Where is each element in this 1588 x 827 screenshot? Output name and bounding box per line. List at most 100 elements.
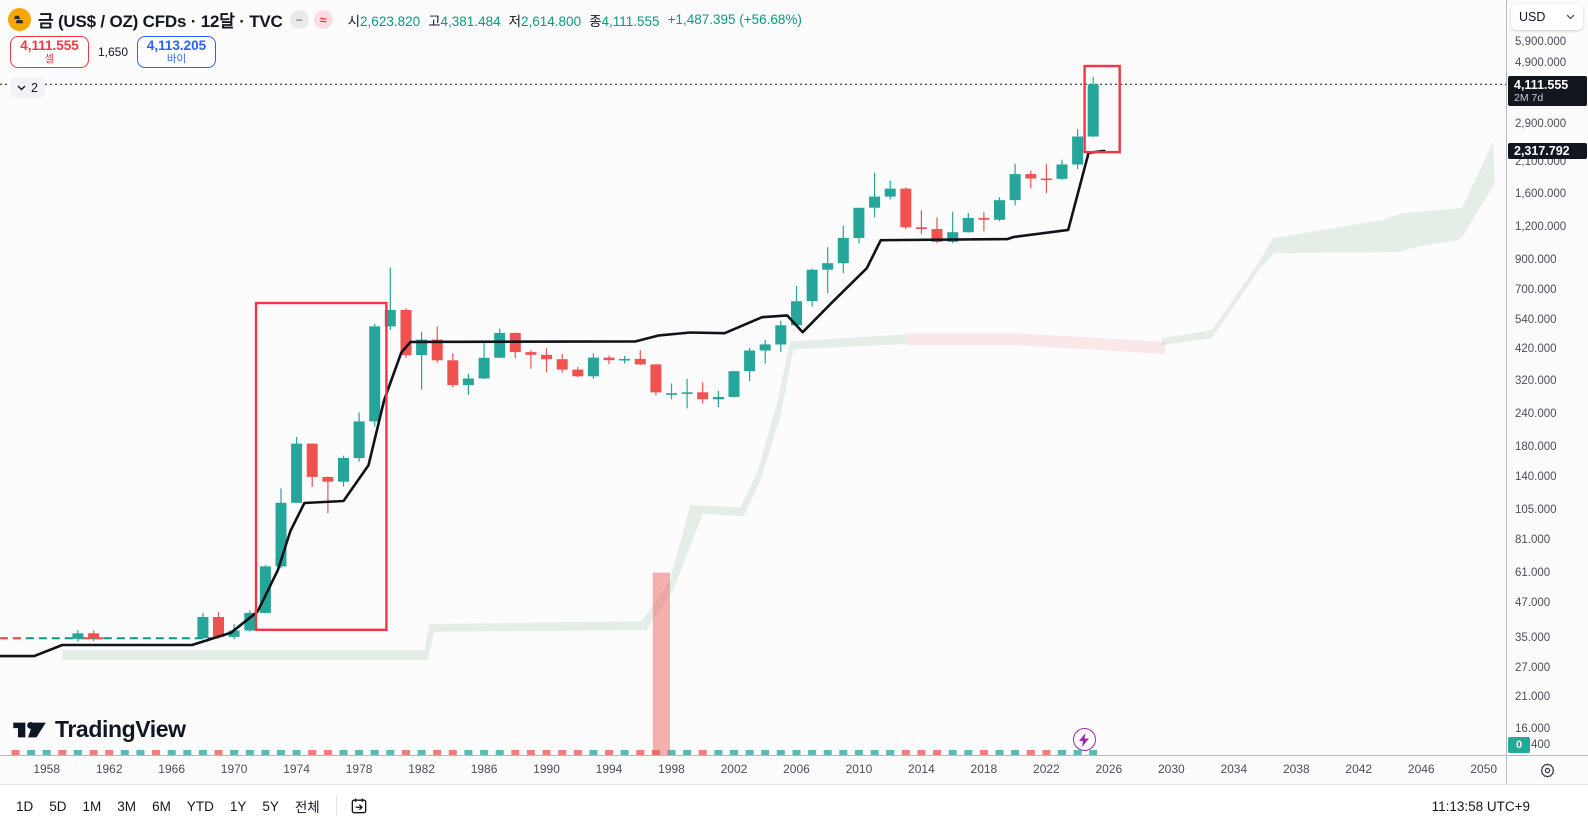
price-axis[interactable]: USD 4,111.555 2M 7d 2,317.792 0 5,900.00… bbox=[1506, 0, 1588, 755]
volume-bar bbox=[402, 750, 410, 755]
buy-button[interactable]: 4,113.205 바이 bbox=[137, 36, 217, 68]
volume-bar bbox=[198, 750, 207, 755]
volume-bar bbox=[714, 750, 723, 755]
time-axis-label: 2034 bbox=[1220, 762, 1248, 776]
candle-1976 bbox=[322, 476, 334, 514]
range-button-5y[interactable]: 5Y bbox=[254, 794, 287, 819]
candle-1988 bbox=[509, 332, 521, 359]
candle-2016 bbox=[947, 211, 959, 244]
volume-bar bbox=[917, 750, 926, 755]
time-axis-label: 2014 bbox=[908, 762, 935, 776]
candle-1961 bbox=[88, 630, 100, 641]
sell-price: 4,111.555 bbox=[20, 38, 79, 54]
range-button-1m[interactable]: 1M bbox=[75, 794, 110, 819]
volume-bar bbox=[870, 750, 879, 755]
price-axis-label: 16.000 bbox=[1515, 722, 1551, 735]
candle-1993 bbox=[587, 353, 599, 379]
indicator-count: 2 bbox=[31, 80, 38, 95]
volume-bar bbox=[901, 750, 910, 755]
open-value: 2,623.820 bbox=[360, 13, 421, 29]
time-axis-label: 2006 bbox=[783, 762, 810, 776]
range-button-전체[interactable]: 전체 bbox=[287, 791, 328, 821]
volume-bar bbox=[1058, 750, 1066, 755]
price-axis-label: 1,600.000 bbox=[1515, 187, 1567, 200]
volume-bar bbox=[651, 750, 660, 755]
gear-icon bbox=[1540, 762, 1555, 778]
time-axis-label: 1982 bbox=[408, 762, 435, 776]
candle-2005 bbox=[775, 320, 787, 352]
volume-bar bbox=[11, 750, 20, 755]
left-green-cloud bbox=[62, 334, 906, 660]
drawing-rectangle-1[interactable] bbox=[254, 301, 388, 631]
volume-bar bbox=[808, 750, 817, 755]
candle-1974 bbox=[291, 437, 303, 503]
volume-bar bbox=[1042, 750, 1051, 755]
volume-bar bbox=[636, 750, 645, 755]
candle-2025 bbox=[1087, 76, 1099, 137]
volume-bar bbox=[261, 750, 270, 755]
trade-panel: 4,111.555 셀 1,650 4,113.205 바이 bbox=[10, 36, 217, 68]
candle-1972 bbox=[259, 565, 271, 614]
range-buttons: 1D 5D 1M 3M 6M YTD 1Y 5Y 전체 bbox=[8, 791, 328, 821]
candle-1992 bbox=[572, 366, 584, 378]
lightning-event-icon[interactable] bbox=[1073, 728, 1096, 751]
time-axis-label: 1986 bbox=[470, 762, 498, 776]
indicators-collapse-button[interactable]: 2 bbox=[10, 77, 45, 98]
volume-bar bbox=[183, 750, 192, 755]
candle-2011 bbox=[869, 172, 881, 218]
clock[interactable]: 11:13:58 UTC+9 bbox=[1431, 798, 1530, 814]
high-label: 고 bbox=[428, 13, 441, 29]
candle-2004 bbox=[759, 339, 771, 364]
time-axis-label: 2030 bbox=[1157, 762, 1185, 776]
range-button-6m[interactable]: 6M bbox=[144, 794, 179, 819]
volume-bar bbox=[683, 750, 692, 755]
volume-bar bbox=[823, 750, 832, 755]
time-axis-label: 1990 bbox=[533, 762, 560, 776]
range-button-5d[interactable]: 5D bbox=[41, 794, 74, 819]
currency-value: USD bbox=[1519, 10, 1546, 24]
market-status-icon[interactable]: − bbox=[289, 10, 309, 29]
price-axis-label: 700.000 bbox=[1515, 283, 1557, 296]
price-axis-label: 240.000 bbox=[1515, 407, 1557, 420]
chart-area[interactable]: 금 (US$ / OZ) CFDs · 12달 · TVC − ≈ 시2,623… bbox=[0, 0, 1506, 755]
sell-button[interactable]: 4,111.555 셀 bbox=[10, 36, 89, 68]
delayed-data-icon[interactable]: ≈ bbox=[313, 10, 333, 29]
chart-canvas[interactable] bbox=[0, 0, 1506, 755]
gold-symbol-icon[interactable] bbox=[8, 8, 31, 31]
volume-bar bbox=[308, 750, 317, 755]
time-axis-label: 1962 bbox=[95, 762, 123, 776]
tradingview-logo[interactable]: TradingView bbox=[13, 716, 186, 743]
volume-bar bbox=[854, 750, 863, 755]
volume-bar bbox=[776, 750, 785, 755]
symbol-header: 금 (US$ / OZ) CFDs · 12달 · TVC − ≈ 시2,623… bbox=[8, 7, 802, 32]
volume-bar bbox=[214, 750, 223, 755]
volume-bar bbox=[417, 750, 426, 755]
price-axis-label: 4,900.000 bbox=[1515, 57, 1567, 70]
currency-dropdown[interactable]: USD bbox=[1511, 4, 1583, 30]
range-button-3m[interactable]: 3M bbox=[109, 794, 144, 819]
candle-1998 bbox=[666, 383, 677, 400]
candle-2014 bbox=[915, 210, 927, 235]
price-axis-label: 35.000 bbox=[1515, 631, 1551, 644]
candle-2010 bbox=[853, 207, 865, 244]
time-axis-label: 1994 bbox=[595, 762, 623, 776]
symbol-title[interactable]: 금 (US$ / OZ) CFDs · 12달 · TVC bbox=[38, 12, 283, 31]
range-button-ytd[interactable]: YTD bbox=[179, 794, 222, 819]
price-axis-label: 180.000 bbox=[1515, 441, 1557, 454]
range-button-1y[interactable]: 1Y bbox=[222, 794, 255, 819]
drawing-rectangle-2[interactable] bbox=[1083, 64, 1121, 154]
volume-value-badge: 0 bbox=[1508, 737, 1530, 753]
time-axis-label: 2042 bbox=[1345, 762, 1373, 776]
axis-settings-corner[interactable] bbox=[1506, 755, 1588, 784]
range-button-1d[interactable]: 1D bbox=[8, 794, 41, 819]
candle-1991 bbox=[556, 354, 568, 373]
candle-2000 bbox=[697, 382, 709, 404]
volume-bar bbox=[323, 750, 332, 755]
price-axis-label: 540.000 bbox=[1515, 313, 1557, 326]
time-axis[interactable]: 1958 1962 1966 1970 1974 1978 1982 1986 1990 1994… bbox=[0, 755, 1506, 784]
candle-1981 bbox=[400, 308, 412, 358]
candle-1960 bbox=[72, 630, 84, 642]
chevron-down-icon bbox=[1566, 14, 1575, 20]
price-axis-label: 5,900.000 bbox=[1515, 35, 1567, 48]
go-to-date-button[interactable] bbox=[349, 796, 369, 816]
